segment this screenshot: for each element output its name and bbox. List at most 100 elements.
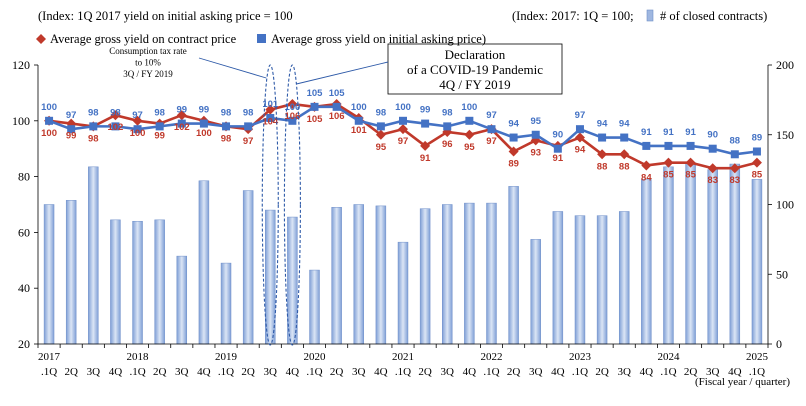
asking-yield-label: 97 bbox=[66, 110, 77, 121]
asking-yield-label: 90 bbox=[553, 130, 564, 141]
contract-yield-label: 88 bbox=[597, 161, 608, 172]
quarter-tick-label: 2Q bbox=[684, 366, 698, 378]
quarter-tick-label: .1Q bbox=[749, 366, 765, 378]
quarter-tick-label: 4Q bbox=[728, 366, 742, 378]
asking-yield-marker bbox=[443, 122, 452, 131]
asking-yield-label: 98 bbox=[154, 107, 165, 118]
contract-yield-marker bbox=[508, 146, 519, 157]
asking-yield-label: 98 bbox=[442, 107, 453, 118]
asking-yield-marker bbox=[288, 116, 297, 125]
asking-yield-marker bbox=[509, 133, 518, 142]
contract-count-bar bbox=[176, 255, 188, 345]
contract-count-bar bbox=[486, 202, 497, 345]
asking-yield-marker bbox=[575, 125, 584, 134]
contract-yield-label: 98 bbox=[88, 133, 99, 144]
quarter-tick-label: 2Q bbox=[241, 366, 255, 378]
header-group: (Index: 1Q 2017 yield on initial asking … bbox=[36, 9, 767, 46]
quarter-tick-label: .1Q bbox=[306, 366, 322, 378]
quarter-tick-label: 4Q bbox=[551, 366, 565, 378]
asking-yield-marker bbox=[421, 119, 430, 128]
tax-event-ellipse bbox=[261, 64, 279, 346]
contract-count-bar bbox=[552, 211, 564, 345]
asking-yield-marker bbox=[155, 122, 164, 131]
asking-yield-marker bbox=[553, 144, 562, 153]
contract-yield-label: 88 bbox=[619, 161, 630, 172]
contract-yield-label: 105 bbox=[307, 114, 324, 125]
contract-yield-label: 97 bbox=[398, 136, 409, 147]
asking-yield-label: 94 bbox=[619, 119, 630, 130]
asking-yield-label: 98 bbox=[221, 107, 232, 118]
year-tick-label: 2023 bbox=[569, 351, 592, 363]
asking-yield-marker bbox=[89, 122, 98, 131]
contract-yield-label: 84 bbox=[641, 172, 652, 183]
right-tick-label: 0 bbox=[776, 337, 782, 351]
covid-annotation-connector bbox=[296, 61, 389, 85]
bar-series-group bbox=[43, 162, 763, 345]
axes-group: 20 40 60 80 100 120 0 50 100 150 200 .1Q 2Q 3Q 4Q .1Q 2Q… bbox=[12, 58, 794, 378]
quarter-tick-label: 2Q bbox=[153, 366, 167, 378]
contract-count-bar bbox=[375, 205, 387, 345]
year-tick-label: 2019 bbox=[215, 351, 238, 363]
contract-yield-label: 89 bbox=[508, 158, 519, 169]
asking-yield-marker bbox=[266, 114, 275, 123]
year-tick-label: 2018 bbox=[127, 351, 150, 363]
asking-yield-marker bbox=[664, 141, 673, 150]
contract-yield-label: 106 bbox=[284, 111, 300, 122]
annotations-group: Consumption tax rate to 10%3Q / FY 2019 De… bbox=[96, 43, 563, 346]
contract-count-bar bbox=[331, 207, 342, 345]
asking-yield-label: 100 bbox=[461, 102, 477, 113]
quarter-tick-label: 4Q bbox=[463, 366, 477, 378]
legend-blue-square-icon bbox=[257, 34, 266, 43]
asking-yield-label: 91 bbox=[663, 127, 674, 138]
contract-count-bar bbox=[707, 169, 718, 345]
contract-yield-label: 100 bbox=[41, 128, 57, 139]
year-tick-label: 2021 bbox=[392, 351, 414, 363]
asking-yield-label: 98 bbox=[376, 107, 387, 118]
asking-yield-label: 94 bbox=[597, 119, 608, 130]
contract-count-bar bbox=[88, 166, 99, 345]
asking-yield-label: 100 bbox=[41, 102, 57, 113]
contract-count-bar bbox=[65, 200, 77, 345]
quarter-tick-label: 4Q bbox=[109, 366, 123, 378]
contract-count-bar bbox=[132, 220, 143, 345]
contract-count-bar bbox=[464, 202, 475, 345]
contract-count-bar bbox=[265, 209, 276, 345]
right-tick-label: 150 bbox=[776, 128, 794, 142]
asking-yield-label: 99 bbox=[199, 105, 210, 116]
asking-yield-marker bbox=[222, 122, 231, 131]
contract-yield-label: 102 bbox=[174, 122, 190, 133]
contract-yield-marker bbox=[729, 163, 740, 174]
quarter-tick-label: .1Q bbox=[395, 366, 411, 378]
asking-yield-marker bbox=[465, 116, 474, 125]
right-axis-title: (Index: 2017: 1Q = 100; bbox=[512, 9, 634, 23]
quarter-tick-label: 4Q bbox=[640, 366, 654, 378]
contract-yield-label: 83 bbox=[707, 175, 718, 186]
asking-yield-label: 100 bbox=[284, 102, 300, 113]
contract-yield-marker bbox=[375, 129, 386, 140]
quarter-tick-label: 2Q bbox=[64, 366, 78, 378]
quarter-tick-label: 3Q bbox=[529, 366, 543, 378]
asking-yield-marker bbox=[67, 125, 76, 134]
year-tick-label: 2020 bbox=[304, 351, 327, 363]
asking-yield-marker bbox=[111, 122, 120, 131]
year-tick-label: 2017 bbox=[38, 351, 61, 363]
tax-annotation-connector bbox=[198, 57, 267, 79]
asking-yield-marker bbox=[310, 102, 319, 111]
right-tick-label: 200 bbox=[776, 58, 794, 72]
contract-count-bar bbox=[220, 262, 232, 345]
contract-yield-marker bbox=[132, 115, 143, 126]
quarter-tick-label: 3Q bbox=[441, 366, 455, 378]
contract-yield-label: 91 bbox=[420, 153, 431, 164]
quarter-tick-label: .1Q bbox=[218, 366, 234, 378]
asking-yield-label: 97 bbox=[486, 110, 497, 121]
quarter-tick-label: 3Q bbox=[352, 366, 366, 378]
contract-count-bar bbox=[751, 179, 763, 345]
legend-red-label: Average gross yield on contract price bbox=[50, 32, 237, 46]
asking-yield-marker bbox=[708, 144, 717, 153]
quarter-tick-label: 3Q bbox=[87, 366, 101, 378]
contract-count-bar bbox=[574, 215, 586, 345]
contract-yield-marker bbox=[619, 149, 630, 160]
contract-count-bar bbox=[198, 180, 210, 345]
tax-annotation-text: to 10% bbox=[135, 58, 161, 68]
contract-count-bar bbox=[663, 166, 674, 345]
